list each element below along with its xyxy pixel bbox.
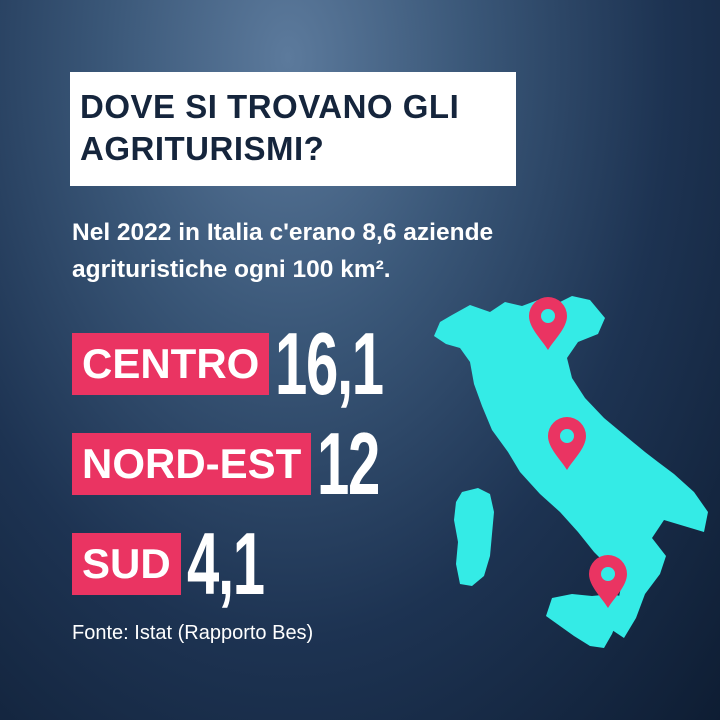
region-label-nord-est: NORD-EST: [72, 433, 312, 495]
sardinia: [454, 488, 494, 586]
source-note: Fonte: Istat (Rapporto Bes): [72, 622, 314, 644]
subtitle-line-2: agrituristiche ogni 100 km².: [72, 256, 391, 283]
location-pin-icon: [529, 297, 567, 350]
title-box: DOVE SI TROVANO GLI AGRITURISMI?: [70, 72, 516, 186]
subtitle: Nel 2022 in Italia c'erano 8,6 aziende a…: [72, 214, 672, 288]
title-line-2: AGRITURISMI?: [80, 130, 325, 167]
sicily: [546, 594, 628, 648]
location-pin-icon: [548, 417, 586, 470]
location-pin-icon: [589, 555, 627, 608]
subtitle-line-1: Nel 2022 in Italia c'erano 8,6 aziende: [72, 219, 494, 246]
title-line-1: DOVE SI TROVANO GLI: [80, 88, 460, 125]
region-value-sud: 4,1: [186, 514, 265, 613]
region-label-centro: CENTRO: [72, 333, 270, 395]
region-label-sud: SUD: [72, 533, 181, 595]
italy-mainland: [434, 296, 708, 638]
region-sud: SUD 4,1: [72, 520, 303, 608]
region-value-nord-est: 12: [317, 414, 380, 513]
region-nord-est: NORD-EST 12: [72, 420, 411, 508]
region-centro: CENTRO 16,1: [72, 320, 439, 408]
region-value-centro: 16,1: [275, 314, 384, 413]
